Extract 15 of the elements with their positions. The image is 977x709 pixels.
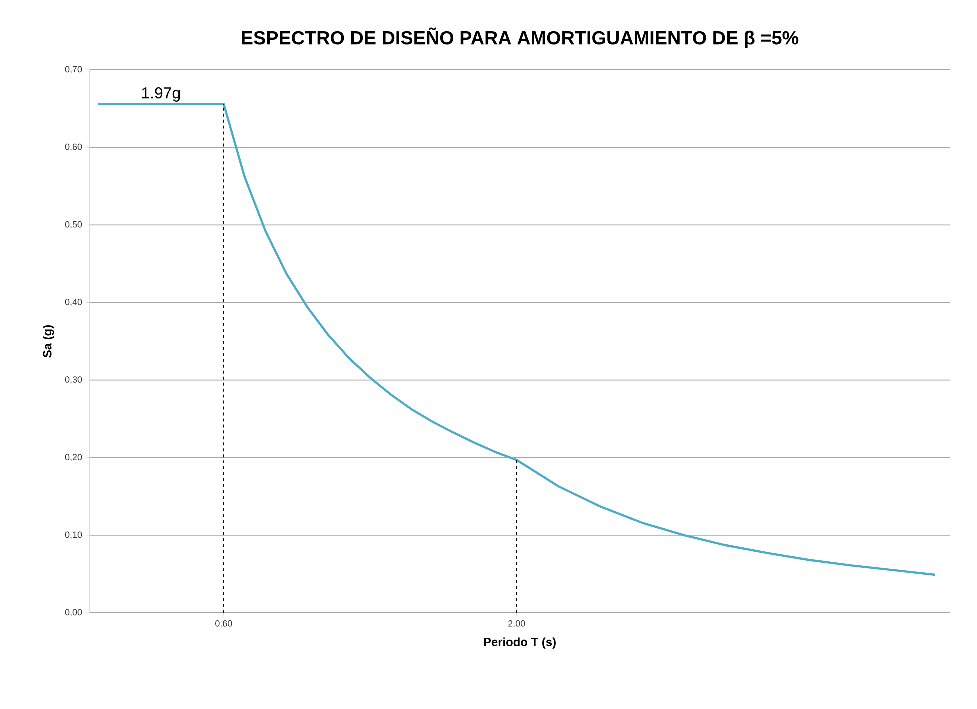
y-axis-title: Sa (g) [43, 325, 54, 358]
line-series [97, 103, 936, 576]
y-tick-label: 0,30 [65, 376, 82, 384]
annotation: 1.97g [142, 88, 180, 102]
x-axis-title: Periodo T (s) [484, 638, 556, 649]
x-tick-label: 2.00 [508, 620, 526, 627]
chart-title: ESPECTRO DE DISEÑO PARA AMORTIGUAMIENTO DE β =5% [242, 28, 799, 48]
y-tick-label: 0,10 [65, 532, 82, 540]
y-tick-label: 0,40 [65, 299, 82, 306]
y-tick-label: 0,50 [65, 221, 82, 229]
y-tick-label: 0,60 [65, 144, 82, 152]
x-tick-label: 0.60 [216, 620, 232, 627]
y-tick-label: 0,70 [65, 66, 82, 74]
y-tick-label: 0,00 [65, 609, 82, 617]
y-tick-label: 0,20 [65, 454, 82, 462]
